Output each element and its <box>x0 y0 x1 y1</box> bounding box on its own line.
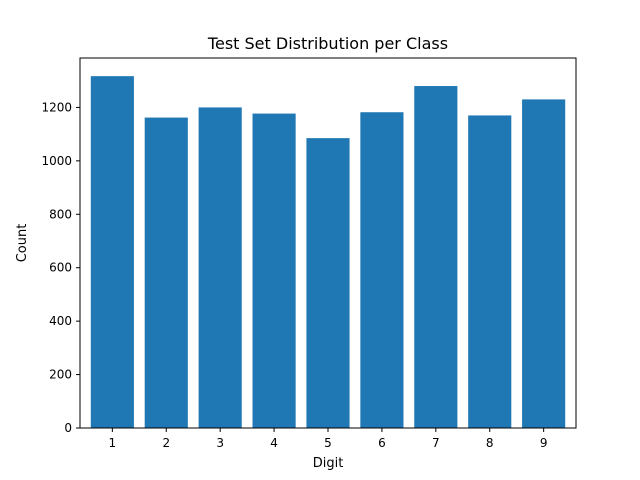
bar-6 <box>360 112 404 428</box>
y-tick-label: 1200 <box>41 100 72 114</box>
y-tick-label: 0 <box>64 421 72 435</box>
x-tick-label: 9 <box>540 436 548 450</box>
bar-1 <box>90 76 134 428</box>
bar-8 <box>468 115 512 428</box>
bar-4 <box>252 113 296 429</box>
bar-2 <box>144 117 188 428</box>
y-axis-label: Count <box>15 224 30 263</box>
x-tick-label: 1 <box>109 436 117 450</box>
bar-3 <box>198 107 242 428</box>
x-tick-label: 8 <box>486 436 494 450</box>
y-tick-label: 600 <box>49 261 72 275</box>
x-tick-label: 4 <box>270 436 278 450</box>
x-tick-label: 6 <box>378 436 386 450</box>
y-tick-label: 200 <box>49 368 72 382</box>
y-tick-label: 1000 <box>41 154 72 168</box>
bar-9 <box>522 99 566 428</box>
x-tick-label: 3 <box>216 436 224 450</box>
x-tick-label: 7 <box>432 436 440 450</box>
bars-group <box>90 76 566 429</box>
y-tick-label: 400 <box>49 314 72 328</box>
x-axis-label: Digit <box>313 456 344 471</box>
chart-title: Test Set Distribution per Class <box>207 34 448 53</box>
bar-5 <box>306 138 350 428</box>
y-tick-label: 800 <box>49 207 72 221</box>
x-tick-label: 2 <box>162 436 170 450</box>
y-axis-ticks: 0 200 400 600 800 1000 1200 <box>41 100 80 435</box>
x-tick-label: 5 <box>324 436 332 450</box>
plot-frame <box>79 57 577 429</box>
x-axis-ticks: 1 2 3 4 5 6 7 8 9 <box>109 428 548 450</box>
bar-7 <box>414 86 458 429</box>
